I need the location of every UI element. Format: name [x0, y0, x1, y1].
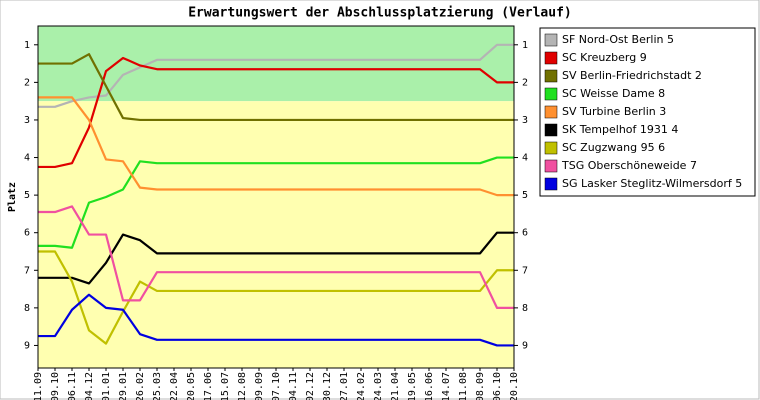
x-tick-label: 30.12: [322, 372, 333, 400]
y-tick-label: 8: [24, 303, 30, 314]
y2-tick-label: 5: [522, 190, 528, 201]
legend-swatch: [544, 141, 558, 155]
legend-swatch: [544, 51, 558, 65]
y-tick-label: 1: [24, 40, 30, 51]
legend-label: TSG Oberschöneweide 7: [561, 159, 697, 172]
band: [38, 101, 514, 369]
x-tick-label: 15.07: [220, 372, 231, 400]
series-line: [38, 205, 514, 309]
y-tick-label: 7: [24, 265, 30, 276]
legend-label: SG Lasker Steglitz-Wilmersdorf 5: [562, 177, 742, 190]
x-tick-label: 06.11: [67, 372, 78, 400]
x-tick-label: 25.03: [152, 372, 163, 400]
y-tick-label: 2: [24, 77, 30, 88]
x-tick-label: 20.05: [186, 372, 197, 400]
y2-tick-label: 9: [522, 340, 528, 351]
x-tick-label: 11.08: [458, 372, 469, 400]
x-tick-label: 24.03: [373, 372, 384, 400]
x-tick-label: 26.02: [135, 372, 146, 400]
legend-swatch: [544, 105, 558, 119]
y2-tick-label: 6: [522, 228, 528, 239]
x-tick-label: 12.08: [237, 372, 248, 400]
x-tick-label: 08.09: [475, 372, 486, 400]
x-tick-label: 11.09: [33, 372, 44, 400]
chart-title: Erwartungswert der Abschlussplatzierung …: [188, 6, 572, 21]
series-line: [38, 43, 514, 108]
legend-box: [539, 27, 756, 197]
series-line: [38, 293, 514, 347]
x-tick-label: 21.04: [390, 372, 401, 400]
x-tick-label: 20.10: [509, 372, 520, 400]
x-tick-label: 14.07: [441, 372, 452, 400]
legend-swatch: [544, 33, 558, 47]
legend-label: SV Berlin-Friedrichstadt 2: [562, 69, 702, 82]
x-tick-label: 02.12: [305, 372, 316, 400]
x-tick-label: 09.10: [50, 372, 61, 400]
series-line: [38, 56, 514, 169]
y-tick-label: 6: [24, 228, 30, 239]
x-tick-label: 27.01: [339, 372, 350, 400]
x-tick-label: 29.01: [118, 372, 129, 400]
legend-label: SV Turbine Berlin 3: [562, 105, 666, 118]
plot-frame: [37, 25, 515, 369]
y2-tick-label: 1: [522, 40, 528, 51]
y-axis-label: Platz: [7, 182, 18, 212]
y2-tick-label: 2: [522, 77, 528, 88]
x-tick-label: 19.05: [407, 372, 418, 400]
legend-swatch: [544, 159, 558, 173]
x-tick-label: 16.06: [424, 372, 435, 400]
series-line: [38, 231, 514, 285]
legend-swatch: [544, 69, 558, 83]
legend-swatch: [544, 177, 558, 191]
legend-swatch: [544, 87, 558, 101]
y2-tick-label: 3: [522, 115, 528, 126]
legend-label: SC Zugzwang 95 6: [562, 141, 665, 154]
x-tick-label: 24.02: [356, 372, 367, 400]
series-line: [38, 96, 514, 197]
x-tick-label: 04.12: [84, 372, 95, 400]
x-tick-label: 22.04: [169, 372, 180, 400]
legend-label: SK Tempelhof 1931 4: [562, 123, 678, 136]
legend-label: SF Nord-Ost Berlin 5: [562, 33, 674, 46]
y-tick-label: 5: [24, 190, 30, 201]
x-tick-label: 01.01: [101, 372, 112, 400]
y2-tick-label: 7: [522, 265, 528, 276]
series-line: [38, 156, 514, 249]
legend-label: SC Kreuzberg 9: [562, 51, 647, 64]
x-tick-label: 06.10: [492, 372, 503, 400]
x-tick-label: 17.06: [203, 372, 214, 400]
x-tick-label: 09.09: [254, 372, 265, 400]
legend-label: SC Weisse Dame 8: [562, 87, 665, 100]
y2-tick-label: 8: [522, 303, 528, 314]
legend-swatch: [544, 123, 558, 137]
y-tick-label: 3: [24, 115, 30, 126]
series-line: [38, 250, 514, 345]
series-line: [38, 53, 514, 122]
y-tick-label: 4: [24, 153, 30, 164]
y-tick-label: 9: [24, 340, 30, 351]
y2-tick-label: 4: [522, 153, 528, 164]
x-tick-label: 04.11: [288, 372, 299, 400]
x-tick-label: 07.10: [271, 372, 282, 400]
